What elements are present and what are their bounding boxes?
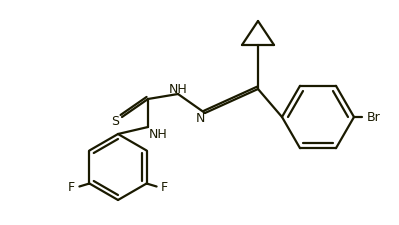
Text: F: F bbox=[161, 180, 168, 193]
Text: NH: NH bbox=[148, 128, 167, 141]
Text: S: S bbox=[111, 115, 119, 128]
Text: N: N bbox=[196, 112, 205, 125]
Text: Br: Br bbox=[367, 111, 381, 124]
Text: NH: NH bbox=[169, 83, 188, 96]
Text: F: F bbox=[68, 180, 75, 193]
